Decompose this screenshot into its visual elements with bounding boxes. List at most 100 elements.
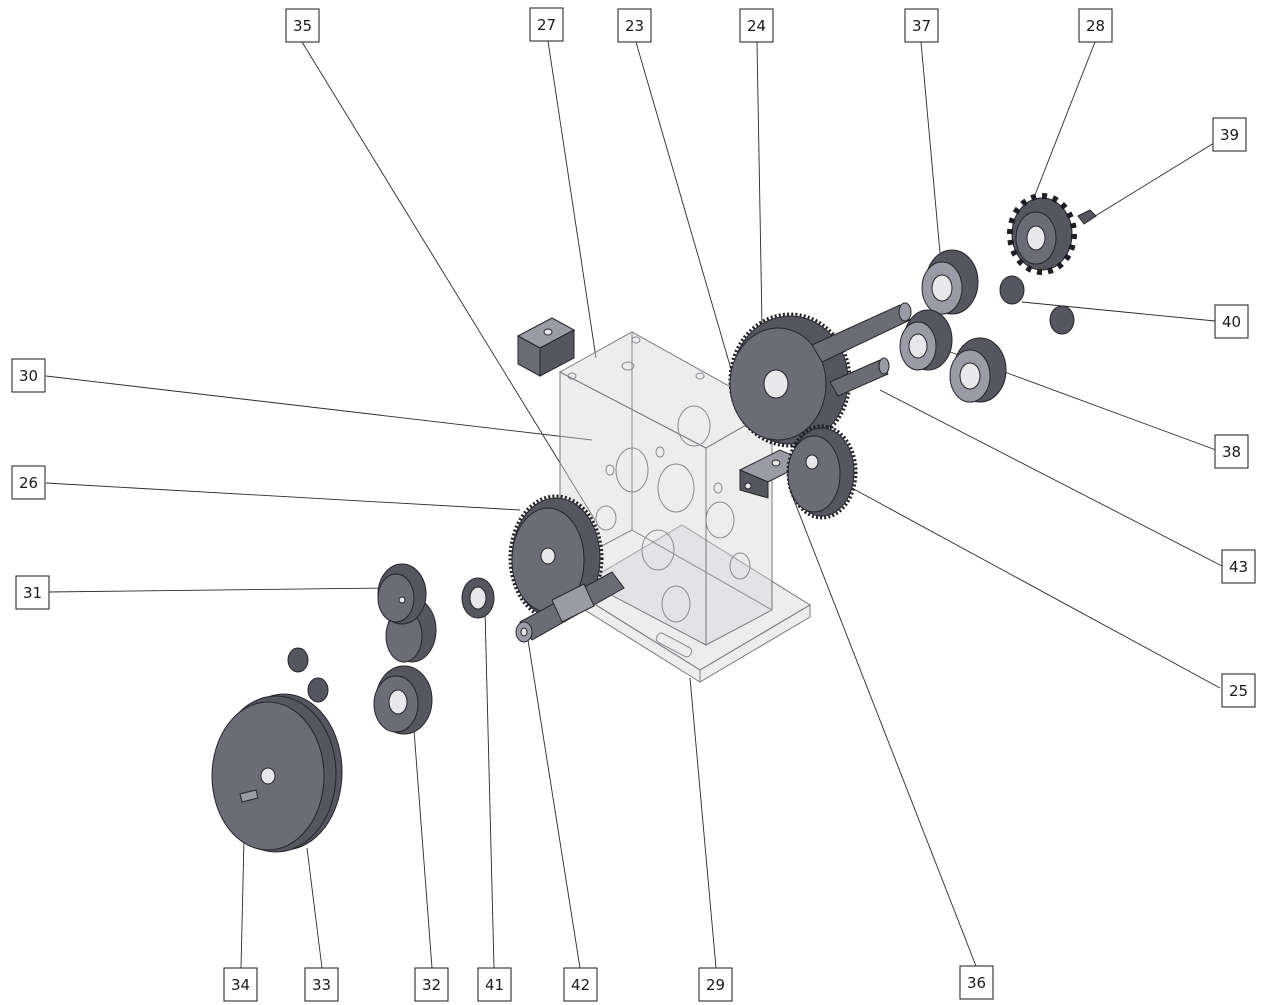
balloon-34: 34 xyxy=(223,967,258,1002)
gear-24-bore xyxy=(763,369,789,399)
balloon-25: 25 xyxy=(1221,673,1256,708)
middle-shaft xyxy=(829,359,889,397)
bracket-side-face xyxy=(517,335,541,377)
housing-bore-7 xyxy=(729,552,751,580)
balloon-37: 37 xyxy=(904,8,939,43)
pulley-key-34 xyxy=(239,789,259,803)
balloon-42: 42 xyxy=(563,967,598,1002)
housing-bore-2 xyxy=(657,463,695,513)
svg-text:43: 43 xyxy=(1229,558,1248,576)
housing-inner-edge-2 xyxy=(631,529,773,611)
housing-bore-3 xyxy=(677,405,711,447)
washer-41 xyxy=(461,577,495,619)
balloon-27: 27 xyxy=(529,7,564,42)
bearing-flange-38b xyxy=(949,337,1007,403)
balloon-41: 41 xyxy=(477,967,512,1002)
svg-text:36: 36 xyxy=(967,974,986,992)
leader-31 xyxy=(47,587,387,593)
base-slot xyxy=(655,632,693,658)
leader-42 xyxy=(527,639,581,969)
housing-bore-4 xyxy=(705,501,735,539)
bracket-hole xyxy=(543,328,553,336)
svg-text:33: 33 xyxy=(312,976,331,994)
shaft-42-collar xyxy=(551,583,595,623)
bracket2-hole xyxy=(771,459,781,467)
key-39 xyxy=(1077,209,1097,225)
disc-40a xyxy=(999,275,1025,305)
pulley-33 xyxy=(211,693,343,853)
flange-38a-bore xyxy=(908,333,928,359)
input-shaft-42 xyxy=(515,571,625,643)
bearing-flange-38a xyxy=(899,309,953,371)
balloon-28: 28 xyxy=(1078,8,1113,43)
bracket2-front-face xyxy=(739,469,769,499)
leader-36 xyxy=(789,489,977,967)
bracket2-hole-2 xyxy=(744,482,752,490)
small-discs xyxy=(287,647,329,703)
leader-39 xyxy=(1091,142,1215,219)
disc-40b xyxy=(1049,305,1075,335)
bolt-hole-1 xyxy=(605,464,615,476)
svg-text:27: 27 xyxy=(537,16,556,34)
svg-text:26: 26 xyxy=(19,474,38,492)
svg-text:42: 42 xyxy=(571,976,590,994)
leader-lines xyxy=(45,40,1223,969)
small-disc-a xyxy=(287,647,309,673)
svg-text:39: 39 xyxy=(1220,126,1239,144)
washer-hole xyxy=(469,586,487,610)
svg-text:38: 38 xyxy=(1222,443,1241,461)
svg-text:32: 32 xyxy=(422,976,441,994)
balloon-39: 39 xyxy=(1212,117,1247,152)
balloon-35: 35 xyxy=(285,8,320,43)
bearing-flange-32 xyxy=(373,665,433,735)
leader-43 xyxy=(879,389,1223,567)
leader-40 xyxy=(1021,301,1216,322)
balloon-26: 26 xyxy=(11,465,46,500)
top-hole-1 xyxy=(621,361,635,371)
bearing-flange-37 xyxy=(921,249,979,315)
svg-text:24: 24 xyxy=(747,17,766,35)
housing-bore-6 xyxy=(661,585,691,623)
top-hole-2 xyxy=(695,372,705,380)
leader-41 xyxy=(484,609,495,969)
leader-28 xyxy=(1032,41,1096,201)
upper-shaft-end xyxy=(898,302,912,322)
shaft-42-center xyxy=(520,627,528,637)
sprocket xyxy=(1007,193,1077,275)
large-spur-gear-upper xyxy=(728,312,852,448)
svg-text:31: 31 xyxy=(23,584,42,602)
flange-31a-face xyxy=(377,573,415,623)
gear-26-bore xyxy=(540,547,556,565)
bolt-hole-3 xyxy=(655,446,665,458)
flange-38b-bore xyxy=(959,362,981,390)
leader-27 xyxy=(547,40,597,359)
balloon-36: 36 xyxy=(959,965,994,1000)
leader-32 xyxy=(413,729,433,969)
leader-25 xyxy=(849,486,1221,689)
balloon-24: 24 xyxy=(739,8,774,43)
gear-25-face xyxy=(787,435,841,513)
leader-23 xyxy=(635,41,741,401)
leader-24 xyxy=(756,41,763,326)
upper-shaft-assembly xyxy=(811,302,912,397)
sprocket-key xyxy=(1077,209,1097,225)
balloon-32: 32 xyxy=(414,967,449,1002)
housing-base-plate-side xyxy=(699,604,811,683)
sprocket-teeth xyxy=(1007,193,1077,275)
bolt-hole-2 xyxy=(713,482,723,494)
leader-33 xyxy=(306,847,323,969)
svg-text:29: 29 xyxy=(706,976,725,994)
balloon-33: 33 xyxy=(304,967,339,1002)
svg-text:28: 28 xyxy=(1086,17,1105,35)
svg-text:23: 23 xyxy=(625,17,644,35)
svg-text:34: 34 xyxy=(231,976,250,994)
svg-text:41: 41 xyxy=(485,976,504,994)
small-disc-b xyxy=(307,677,329,703)
bearing-flange-31 xyxy=(377,563,437,663)
angle-bracket-top xyxy=(516,317,576,377)
gear-25-bore xyxy=(805,454,819,470)
balloon-43: 43 xyxy=(1221,549,1256,584)
svg-text:35: 35 xyxy=(293,17,312,35)
balloon-29: 29 xyxy=(698,967,733,1002)
balloon-31: 31 xyxy=(15,575,50,610)
